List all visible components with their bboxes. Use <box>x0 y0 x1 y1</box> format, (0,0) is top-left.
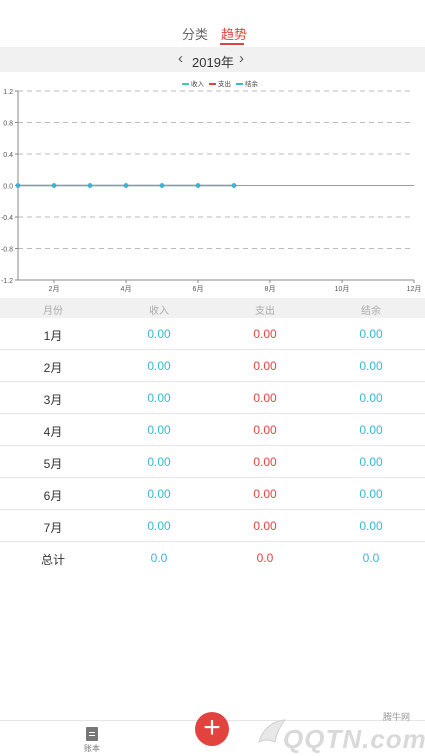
chevron-left-icon[interactable]: ‹ <box>178 50 183 67</box>
legend-swatch <box>236 83 243 85</box>
cell-balance: 0.00 <box>359 455 383 469</box>
cell-balance: 0.00 <box>359 519 383 533</box>
tab-category[interactable]: 分类 <box>182 27 209 42</box>
cell-month: 4月 <box>43 425 63 439</box>
x-tick-label: 2月 <box>49 285 60 293</box>
book-icon <box>86 727 98 741</box>
y-tick-label: -1.2 <box>1 278 13 285</box>
cell-balance: 0.00 <box>359 391 383 405</box>
total-row: 总计 0.0 0.0 0.0 <box>0 542 425 574</box>
watermark-small-text: 腾牛网 <box>383 712 411 722</box>
header-month: 月份 <box>43 306 63 317</box>
data-point <box>123 183 129 188</box>
cell-balance: 0.00 <box>359 423 383 437</box>
table-row[interactable]: 4月 0.00 0.00 0.00 <box>0 414 425 446</box>
cell-month: 1月 <box>43 329 63 343</box>
x-tick-label: 6月 <box>193 285 204 293</box>
monthly-table: 1月 0.00 0.00 0.00 2月 0.00 0.00 0.00 3月 0… <box>0 318 425 574</box>
chevron-right-icon[interactable]: › <box>239 50 244 67</box>
active-tab-indicator <box>220 43 244 45</box>
table-row[interactable]: 5月 0.00 0.00 0.00 <box>0 446 425 478</box>
trend-chart: 1.2 0.8 0.4 0.0 -0.4 -0.8 -1.2 2月 4月 6月 8月 10月 12月 收入… <box>1 79 422 293</box>
cell-month: 7月 <box>43 521 63 535</box>
data-point <box>159 183 165 188</box>
cell-income: 0.00 <box>147 455 171 469</box>
x-tick-label: 8月 <box>265 285 276 293</box>
table-row[interactable]: 2月 0.00 0.00 0.00 <box>0 350 425 382</box>
data-point <box>87 183 93 188</box>
header-expense: 支出 <box>255 306 275 317</box>
watermark-text: QQTN.com <box>283 724 425 754</box>
nav-book-label: 账本 <box>84 744 100 753</box>
year-selector: ‹ 2019年 › <box>0 47 425 72</box>
cell-expense: 0.00 <box>253 423 277 437</box>
cell-expense: 0.00 <box>253 487 277 501</box>
cell-expense: 0.00 <box>253 391 277 405</box>
cell-month: 5月 <box>43 457 63 471</box>
y-tick-label: -0.8 <box>1 247 13 254</box>
y-tick-label: 0.8 <box>3 121 13 128</box>
x-tick-label: 12月 <box>407 285 422 293</box>
data-point <box>195 183 201 188</box>
y-tick-label: 0.4 <box>3 152 13 159</box>
table-row[interactable]: 1月 0.00 0.00 0.00 <box>0 318 425 350</box>
top-tabs: 分类 趋势 <box>0 0 425 47</box>
cell-income: 0.00 <box>147 391 171 405</box>
total-balance: 0.0 <box>362 551 380 565</box>
legend-swatch <box>182 83 189 85</box>
cell-expense: 0.00 <box>253 359 277 373</box>
header-income: 收入 <box>149 306 169 317</box>
data-point <box>15 183 21 188</box>
x-tick-label: 10月 <box>335 285 350 293</box>
table-header: 月份 收入 支出 结余 <box>0 298 425 318</box>
cell-expense: 0.00 <box>253 519 277 533</box>
year-label: 2019年 <box>192 55 234 70</box>
legend-swatch <box>209 83 216 85</box>
y-tick-label: 1.2 <box>3 89 13 96</box>
cell-expense: 0.00 <box>253 327 277 341</box>
plus-icon: + <box>203 711 221 744</box>
legend-label: 收入 <box>191 79 205 88</box>
legend-label: 支出 <box>218 79 231 88</box>
legend-label: 结余 <box>245 79 259 88</box>
watermark-logo <box>258 719 287 743</box>
cell-income: 0.00 <box>147 487 171 501</box>
cell-month: 2月 <box>43 361 63 375</box>
data-point <box>231 183 237 188</box>
nav-book[interactable]: 账本 <box>72 727 112 754</box>
y-tick-label: 0.0 <box>3 184 13 191</box>
cell-balance: 0.00 <box>359 327 383 341</box>
x-tick-label: 4月 <box>121 285 132 293</box>
header-balance: 结余 <box>361 306 381 317</box>
table-row[interactable]: 7月 0.00 0.00 0.00 <box>0 510 425 542</box>
cell-balance: 0.00 <box>359 359 383 373</box>
cell-balance: 0.00 <box>359 487 383 501</box>
total-expense: 0.0 <box>256 551 274 565</box>
total-label: 总计 <box>40 553 65 567</box>
cell-income: 0.00 <box>147 519 171 533</box>
total-income: 0.0 <box>150 551 168 565</box>
cell-month: 6月 <box>43 489 63 503</box>
cell-income: 0.00 <box>147 327 171 341</box>
cell-month: 3月 <box>43 393 63 407</box>
y-tick-label: -0.4 <box>1 215 13 222</box>
data-point <box>51 183 57 188</box>
watermark: QQTN.com 腾牛网 <box>255 710 425 756</box>
add-record-button[interactable]: + <box>195 712 229 746</box>
tab-trend[interactable]: 趋势 <box>221 27 248 42</box>
table-row[interactable]: 6月 0.00 0.00 0.00 <box>0 478 425 510</box>
table-row[interactable]: 3月 0.00 0.00 0.00 <box>0 382 425 414</box>
cell-expense: 0.00 <box>253 455 277 469</box>
cell-income: 0.00 <box>147 359 171 373</box>
cell-income: 0.00 <box>147 423 171 437</box>
